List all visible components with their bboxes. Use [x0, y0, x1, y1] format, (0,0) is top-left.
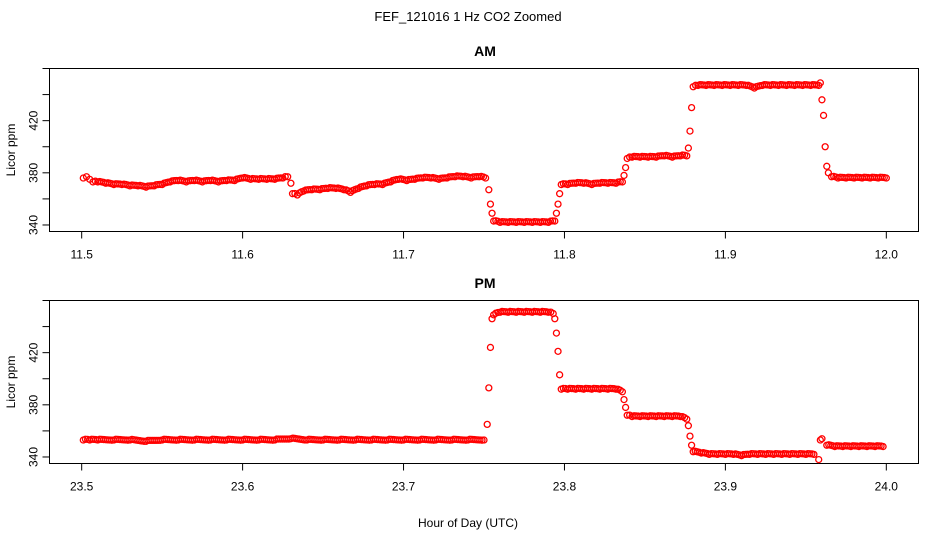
- data-point: [818, 96, 826, 104]
- x-tick-label: 24.0: [875, 480, 899, 494]
- x-tick-label: 23.8: [553, 480, 577, 494]
- x-tick-label: 12.0: [875, 248, 899, 262]
- data-point: [620, 171, 628, 180]
- data-point: [488, 315, 496, 323]
- x-tick-label: 11.6: [231, 248, 254, 262]
- main-title: FEF_121016 1 Hz CO2 Zoomed: [374, 9, 561, 24]
- points-am: [79, 79, 890, 227]
- data-point: [485, 186, 493, 194]
- data-point: [621, 163, 630, 172]
- data-point: [686, 127, 694, 135]
- y-axis-label-pm: Licor ppm: [4, 356, 18, 409]
- x-axis-label: Hour of Day (UTC): [418, 516, 518, 530]
- data-point: [621, 403, 630, 412]
- data-point: [488, 209, 496, 217]
- x-tick-label: 11.7: [392, 248, 415, 262]
- y-tick-label: 420: [27, 110, 41, 130]
- panel-am: AM Licor ppm 11.5 11.6 11.7 11.8 11.9 12.0 34…: [4, 43, 919, 262]
- x-tick-label: 23.6: [231, 480, 255, 494]
- data-point: [483, 420, 491, 429]
- data-point: [687, 441, 696, 449]
- y-axis-pm: 340 380 420: [27, 300, 50, 467]
- data-point: [281, 172, 289, 181]
- x-tick-label: 23.5: [70, 480, 94, 494]
- x-tick-label: 11.5: [70, 248, 93, 262]
- data-point: [284, 173, 292, 181]
- data-point: [683, 152, 691, 160]
- points-pm: [79, 307, 887, 464]
- data-point: [819, 111, 828, 120]
- data-point: [481, 174, 490, 182]
- panel-pm: PM Licor ppm 23.5 23.6 23.7 23.8 23.9 24.0 34…: [4, 275, 919, 494]
- data-point: [684, 144, 693, 152]
- panel-title-pm: PM: [475, 275, 496, 291]
- data-point: [882, 174, 890, 182]
- data-point: [687, 103, 696, 112]
- data-point: [879, 442, 887, 451]
- data-point: [486, 343, 495, 352]
- data-point: [552, 329, 561, 337]
- data-point: [554, 347, 562, 356]
- data-point: [823, 162, 831, 170]
- y-tick-label: 380: [27, 162, 41, 182]
- x-axis-pm: 23.5 23.6 23.7 23.8 23.9 24.0: [70, 463, 899, 494]
- data-point: [810, 450, 818, 459]
- data-point: [554, 200, 562, 208]
- y-tick-label: 380: [27, 394, 41, 414]
- data-point: [555, 371, 564, 379]
- data-point: [480, 436, 488, 444]
- x-tick-label: 23.9: [714, 480, 738, 494]
- data-point: [486, 200, 495, 208]
- plot-frame-am: [49, 68, 919, 232]
- panel-title-am: AM: [474, 43, 496, 59]
- y-tick-label: 420: [27, 342, 41, 362]
- y-tick-label: 340: [27, 215, 41, 235]
- y-axis-am: 340 380 420: [27, 68, 50, 235]
- data-point: [551, 315, 559, 323]
- data-point: [552, 209, 561, 217]
- data-point: [686, 432, 694, 440]
- data-point: [816, 436, 824, 444]
- data-point: [620, 395, 628, 404]
- data-point: [815, 455, 823, 464]
- x-tick-label: 11.8: [553, 248, 576, 262]
- data-point: [683, 415, 691, 423]
- data-point: [623, 411, 631, 419]
- data-point: [555, 190, 564, 198]
- data-point: [551, 217, 559, 225]
- data-point: [618, 178, 627, 186]
- data-point: [618, 388, 627, 396]
- data-point: [485, 384, 493, 392]
- data-point: [818, 435, 826, 443]
- data-point: [544, 308, 553, 316]
- data-point: [288, 190, 297, 198]
- data-point: [821, 143, 829, 151]
- x-axis-am: 11.5 11.6 11.7 11.8 11.9 12.0: [70, 231, 899, 262]
- x-tick-label: 11.9: [714, 248, 737, 262]
- data-point: [684, 422, 693, 430]
- data-point: [816, 79, 824, 87]
- y-axis-label-am: Licor ppm: [4, 124, 18, 177]
- y-tick-label: 340: [27, 447, 41, 467]
- x-tick-label: 23.7: [392, 480, 416, 494]
- data-point: [287, 179, 295, 187]
